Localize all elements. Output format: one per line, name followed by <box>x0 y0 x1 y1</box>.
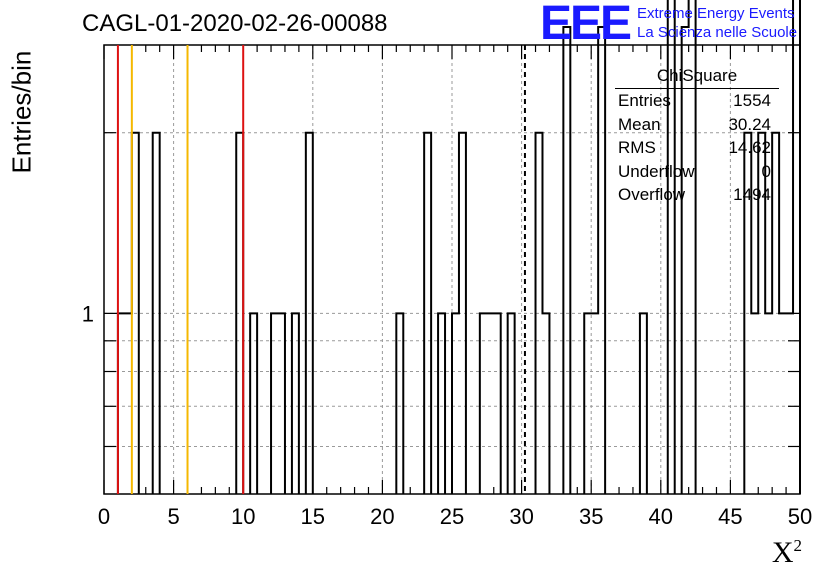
histogram-bin <box>793 0 800 494</box>
stats-value: 30.24 <box>728 114 771 134</box>
x-tick-label: 25 <box>440 504 464 529</box>
stats-label: Overflow <box>618 185 686 204</box>
chart-title: CAGL-01-2020-02-26-00088 <box>82 10 388 37</box>
histogram-bin <box>118 313 125 494</box>
histogram-bin <box>292 313 299 494</box>
x-axis-label-base: X <box>771 536 794 569</box>
histogram-bin <box>438 313 445 494</box>
stats-value: 14.62 <box>728 138 771 157</box>
histogram-bin <box>508 313 515 494</box>
x-tick-label: 20 <box>370 504 394 529</box>
x-axis-label-superscript: 2 <box>793 536 803 555</box>
stats-row-rms: RMS 14.62 <box>611 136 779 160</box>
x-tick-label: 50 <box>788 504 812 529</box>
histogram-bin <box>487 313 494 494</box>
histogram-bin <box>271 313 278 494</box>
histogram-bin <box>396 313 403 494</box>
x-tick-label: 0 <box>98 504 110 529</box>
stats-box: ChiSquare Entries 1554 Mean 30.24 RMS 14.62… <box>611 66 779 207</box>
logo-line-1: Extreme Energy Events <box>637 5 795 22</box>
histogram-bin <box>563 27 570 494</box>
histogram-bin <box>779 313 786 494</box>
x-tick-label: 35 <box>579 504 603 529</box>
eee-logo: EEE <box>540 0 632 50</box>
stats-value: 1494 <box>733 185 771 204</box>
stats-row-underflow: Underflow 0 <box>611 160 779 184</box>
histogram-bin <box>536 133 543 494</box>
histogram-bin <box>452 313 459 494</box>
histogram-bin <box>598 27 605 494</box>
histogram-bin <box>424 133 431 494</box>
histogram-bin <box>459 133 466 494</box>
histogram-bin <box>765 313 772 494</box>
x-tick-label: 40 <box>649 504 673 529</box>
x-tick-label: 10 <box>231 504 255 529</box>
stats-label: RMS <box>618 138 656 157</box>
stats-row-overflow: Overflow 1494 <box>611 183 779 207</box>
histogram-bin <box>640 313 647 494</box>
histogram-bin <box>480 313 487 494</box>
stats-label: Mean <box>618 114 661 134</box>
histogram-bin <box>786 313 793 494</box>
histogram-bin <box>125 313 132 494</box>
x-tick-label: 15 <box>301 504 325 529</box>
x-tick-label: 45 <box>718 504 742 529</box>
stats-title: ChiSquare <box>615 66 779 89</box>
x-tick-label: 30 <box>509 504 533 529</box>
x-axis-label: X2 <box>772 536 802 570</box>
histogram-bin <box>250 313 257 494</box>
histogram-bin <box>751 313 758 494</box>
stats-row-mean: Mean 30.24 <box>611 113 779 137</box>
stats-label: Entries <box>618 91 671 110</box>
stats-value: 1554 <box>733 91 771 110</box>
histogram-bin <box>278 313 285 494</box>
stats-value: 0 <box>761 161 771 181</box>
histogram-bin <box>236 133 243 494</box>
histogram-bin <box>591 313 598 494</box>
histogram-bin <box>132 133 139 494</box>
histogram-bin <box>494 313 501 494</box>
x-tick-label: 5 <box>167 504 179 529</box>
y-axis-label: Entries/bin <box>6 50 37 174</box>
histogram-bin <box>584 313 591 494</box>
histogram-bin <box>306 133 313 494</box>
stats-label: Underflow <box>618 161 695 181</box>
stats-row-entries: Entries 1554 <box>611 89 779 113</box>
histogram-bin <box>542 313 549 494</box>
y-tick-label: 1 <box>82 301 94 326</box>
histogram-bin <box>153 133 160 494</box>
logo-line-2: La Scienza nelle Scuole <box>637 24 798 41</box>
